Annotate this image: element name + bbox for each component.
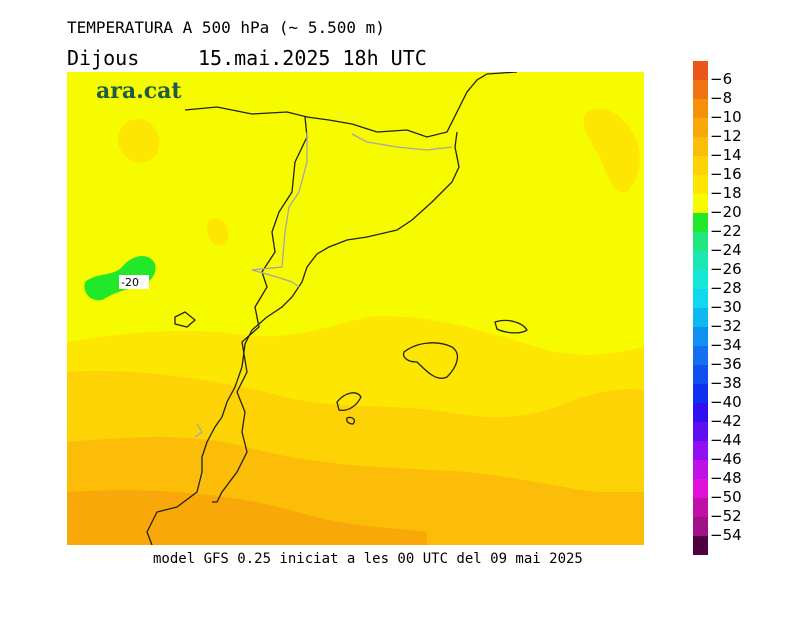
warm-patch — [206, 218, 228, 246]
legend-label: −32 — [710, 317, 742, 335]
legend-swatch — [693, 61, 708, 80]
field-12-10 — [67, 490, 427, 545]
legend-swatch — [693, 118, 708, 137]
legend-label: −34 — [710, 336, 742, 354]
legend-swatch — [693, 460, 708, 479]
forecast-date: 15.mai.2025 18h UTC — [198, 46, 427, 70]
legend-swatch — [693, 327, 708, 346]
legend-swatch — [693, 232, 708, 251]
legend-label: −14 — [710, 146, 742, 164]
legend-label: −20 — [710, 203, 742, 221]
legend-swatch — [693, 175, 708, 194]
legend-label: −40 — [710, 393, 742, 411]
legend-label: −54 — [710, 526, 742, 544]
legend-swatch — [693, 441, 708, 460]
legend-swatch — [693, 270, 708, 289]
legend-label: −18 — [710, 184, 742, 202]
legend-label: −52 — [710, 507, 742, 525]
warm-patch — [583, 108, 640, 193]
legend-swatch — [693, 156, 708, 175]
legend-label: −24 — [710, 241, 742, 259]
legend-label: −10 — [710, 108, 742, 126]
legend-swatch — [693, 517, 708, 536]
legend-swatch — [693, 99, 708, 118]
legend-swatch — [693, 403, 708, 422]
legend-label: −50 — [710, 488, 742, 506]
brand-logo: ara.cat — [96, 78, 182, 104]
legend-swatch — [693, 365, 708, 384]
legend-label: −6 — [710, 70, 733, 88]
legend-swatch — [693, 213, 708, 232]
color-legend — [693, 61, 708, 555]
legend-swatch — [693, 384, 708, 403]
legend-swatch — [693, 251, 708, 270]
legend-label: −12 — [710, 127, 742, 145]
legend-label: −46 — [710, 450, 742, 468]
legend-swatch — [693, 289, 708, 308]
contour-label: -20 — [121, 276, 139, 289]
temperature-map: -20 — [67, 72, 644, 545]
legend-swatch — [693, 80, 708, 99]
legend-swatch — [693, 308, 708, 327]
model-info: model GFS 0.25 iniciat a les 00 UTC del … — [153, 551, 583, 567]
legend-label: −16 — [710, 165, 742, 183]
forecast-day: Dijous — [67, 46, 140, 70]
legend-label: −48 — [710, 469, 742, 487]
legend-swatch — [693, 498, 708, 517]
legend-label: −22 — [710, 222, 742, 240]
legend-label: −8 — [710, 89, 733, 107]
legend-label: −44 — [710, 431, 742, 449]
border-lines — [194, 132, 453, 438]
coastline — [146, 72, 528, 545]
legend-swatch — [693, 137, 708, 156]
warm-patch — [117, 118, 160, 163]
legend-label: −36 — [710, 355, 742, 373]
legend-label: −42 — [710, 412, 742, 430]
legend-swatch — [693, 194, 708, 213]
legend-swatch — [693, 422, 708, 441]
legend-swatch — [693, 536, 708, 555]
legend-swatch — [693, 346, 708, 365]
legend-swatch — [693, 479, 708, 498]
legend-label: −28 — [710, 279, 742, 297]
legend-label: −26 — [710, 260, 742, 278]
contour-label-box — [119, 275, 149, 289]
map-title: TEMPERATURA A 500 hPa (~ 5.500 m) — [67, 18, 385, 37]
legend-label: −38 — [710, 374, 742, 392]
legend-label: −30 — [710, 298, 742, 316]
